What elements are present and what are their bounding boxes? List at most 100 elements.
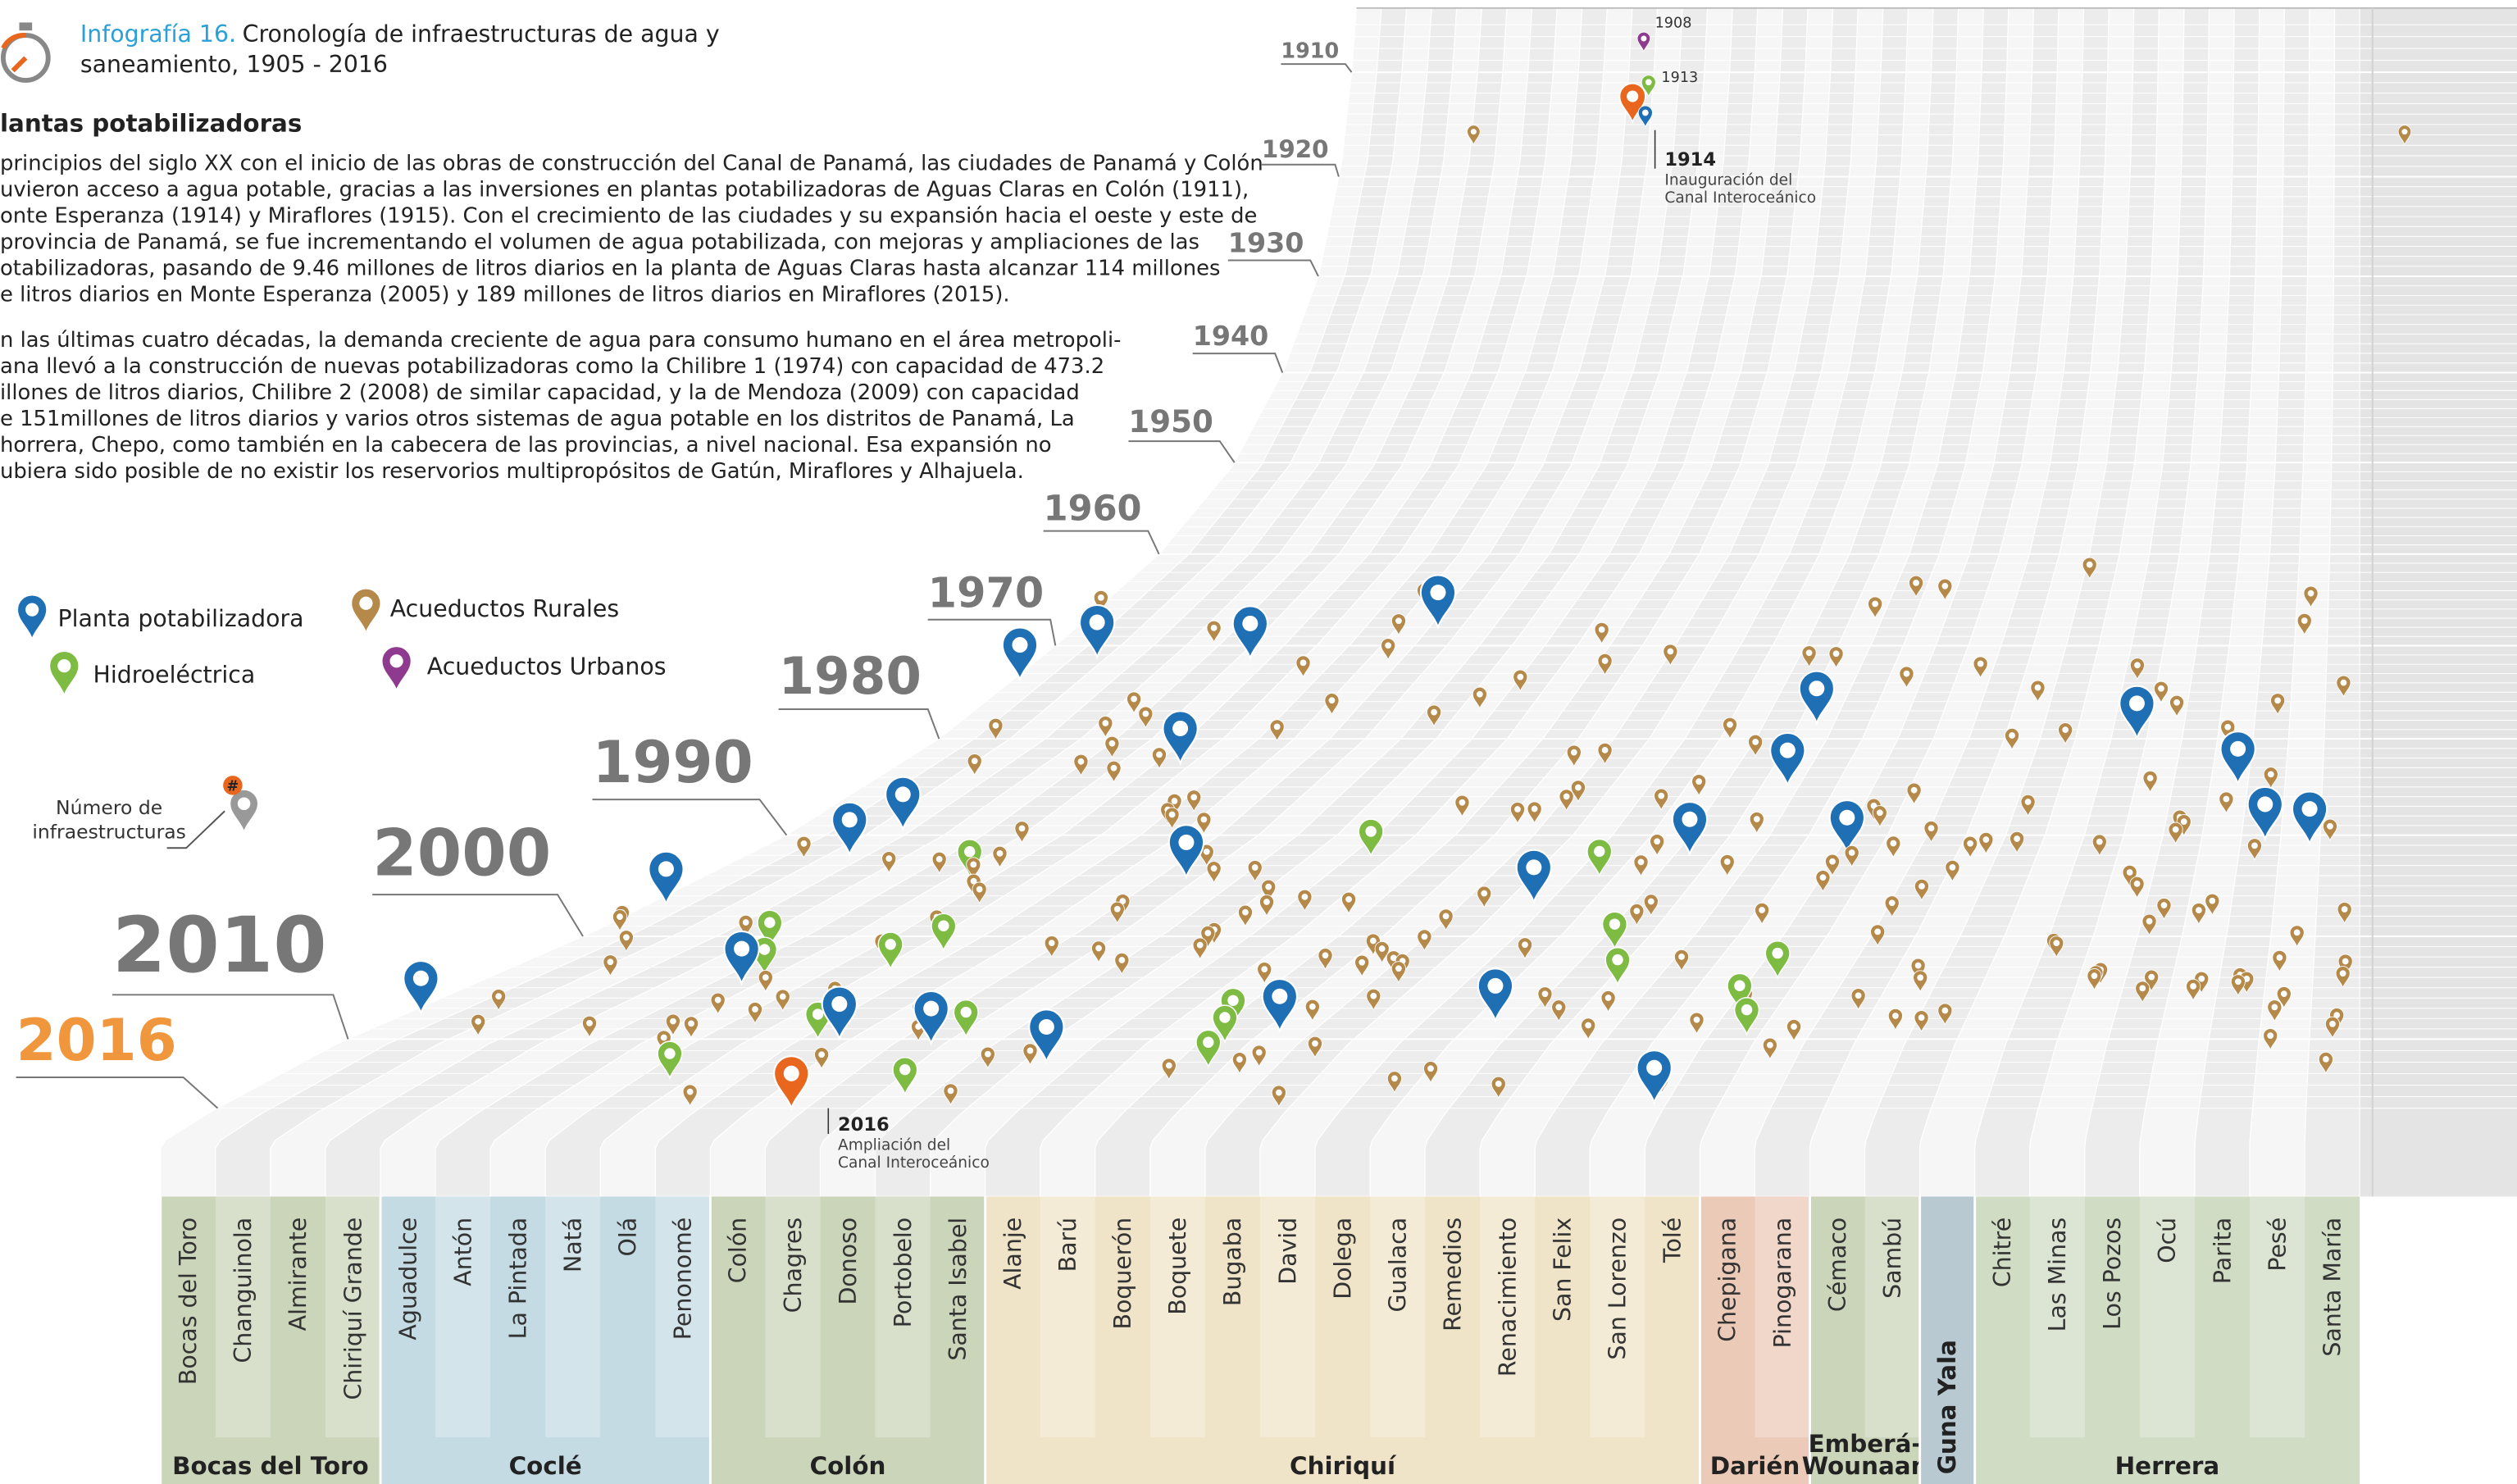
pin-body [1386,1071,1402,1094]
infrastructure-pin [1769,731,1806,788]
pin-hole [1829,858,1836,865]
infrastructure-pin [1422,1061,1439,1084]
province-label: Coclé [509,1452,582,1480]
pin-body [1078,603,1116,660]
pin-hole [1172,720,1189,737]
pin-body [1161,1058,1177,1081]
paragraph-line: provincia de Panamá, se fue incrementand… [0,230,1199,254]
pin-body [992,845,1008,869]
pin-body [1212,1004,1238,1045]
pin-hole [1048,940,1055,947]
pin-body [831,801,868,858]
pin-hole [885,939,896,950]
district-shade [1259,1196,1316,1438]
pin-body [2219,791,2234,815]
pin-body [1824,854,1841,877]
decade-label: 1960 [1044,489,1142,530]
pin-body [1722,717,1738,740]
decade-leader [1043,530,1160,555]
pin-hole [1734,980,1746,991]
pin-body [1850,988,1866,1011]
pin-body [2169,694,2185,718]
district-label: Changuinola [230,1218,257,1363]
district-label: Chepigana [1714,1218,1741,1342]
pin-hole [976,885,983,893]
infrastructure-pin [2272,949,2287,973]
pin-hole [2173,699,2180,706]
pin-body [665,1013,680,1037]
infrastructure-pin [1358,818,1384,858]
infrastructure-pin [1438,908,1454,931]
infrastructure-pin [648,850,685,907]
pin-body [1828,646,1844,669]
pin-hole [1753,816,1760,822]
pin-hole [607,958,614,966]
district-shade [2250,1196,2305,1438]
pin-hole [970,861,977,868]
pin-body [1151,747,1167,770]
pin-hole [1421,933,1428,940]
pin-hole [623,934,630,941]
pin-hole [1251,864,1258,871]
pin-hole [1427,1065,1434,1072]
infrastructure-pin [1886,835,1901,859]
pin-hole [660,1034,667,1041]
pin-body [1798,670,1836,726]
infrastructure-pin [1164,807,1180,831]
pin-body [2303,585,2319,609]
legend-pin [48,650,80,699]
pin-body [2397,125,2412,146]
infrastructure-pin [2049,935,2064,958]
pin-hole [1370,992,1377,999]
pin-hole [1848,849,1855,856]
infrastructure-pin [1161,1058,1177,1081]
pin-body [1566,744,1582,768]
district-label: Santa María [2319,1218,2346,1357]
infrastructure-pin [1028,1008,1065,1065]
infrastructure-pin [603,954,618,977]
pin-body [972,881,987,905]
pin-hole [1236,1056,1243,1063]
pin-body [1654,788,1669,812]
infrastructure-pin [1978,831,1994,855]
legend-pin [350,587,382,635]
infrastructure-pin [1186,790,1202,813]
pin-body [1167,824,1205,881]
district-label: Pinogarana [1769,1218,1796,1349]
pin-hole [1459,799,1466,806]
infrastructure-pin [1884,895,1900,918]
pin-body [1104,735,1120,759]
pin-body [16,594,48,642]
decade-label: 1990 [592,729,753,796]
infrastructure-pin [710,992,726,1016]
pin-hole [1609,918,1621,930]
pin-body [1537,986,1553,1009]
pin-hole [1517,673,1524,681]
pin-hole [1918,883,1925,890]
pin-body [757,909,783,949]
pin-hole [1563,793,1570,800]
pin-hole [1874,928,1882,935]
pin-body [1438,908,1454,931]
pin-body [1604,947,1631,986]
pin-hole [2257,796,2273,813]
district-shade [545,1196,601,1438]
infrastructure-pin [2141,913,2157,937]
infrastructure-pin [2020,794,2036,817]
district-label: Donoso [835,1218,862,1305]
pin-hole [2195,907,2202,913]
pin-hole [1941,582,1949,590]
pin-body [1417,929,1432,952]
infrastructure-pin [2135,981,2151,1004]
pin-body [758,970,773,993]
pin-body [1937,1003,1953,1027]
pin-hole [1156,751,1163,758]
infrastructure-pin [1748,734,1764,758]
infrastructure-pin [913,990,949,1046]
infrastructure-pin [1307,1036,1322,1059]
pin-body [1114,952,1130,976]
pin-hole [783,1065,799,1081]
pin-hole [758,944,771,955]
pin-hole [1855,992,1862,999]
pin-body [1719,854,1735,877]
